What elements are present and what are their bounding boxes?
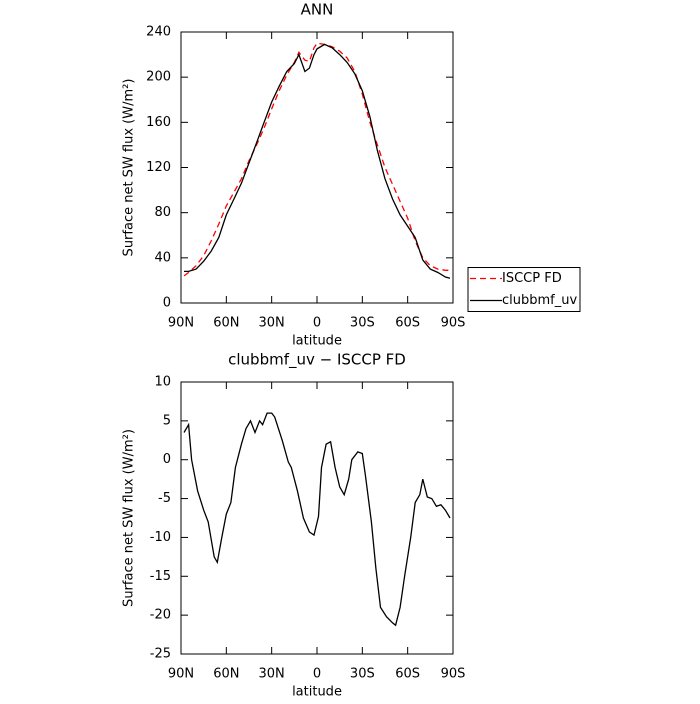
data-line <box>183 412 451 627</box>
y-tick-label: 160 <box>146 115 171 130</box>
y-tick-label: -20 <box>150 608 171 623</box>
x-tick-label: 30N <box>259 667 285 682</box>
y-tick-label: 10 <box>154 375 171 390</box>
x-tick-label: 30N <box>259 316 285 331</box>
plot-frame <box>180 381 454 655</box>
x-axis-label: latitude <box>292 685 342 700</box>
x-tick-label: 60N <box>213 667 239 682</box>
x-tick-label: 90S <box>441 667 466 682</box>
x-axis-label: latitude <box>292 334 342 349</box>
x-tick-label: 90N <box>168 316 194 331</box>
y-tick-label: -5 <box>158 491 171 506</box>
y-tick-label: 120 <box>146 160 171 175</box>
y-tick-label: 40 <box>154 250 171 265</box>
y-axis-label: Surface net SW flux (W/m²) <box>122 429 137 607</box>
legend-box <box>467 267 581 312</box>
y-tick-label: 200 <box>146 70 171 85</box>
x-tick-label: 90S <box>441 316 466 331</box>
x-tick-label: 60N <box>213 316 239 331</box>
data-line <box>183 42 450 277</box>
x-tick-label: 0 <box>313 316 321 331</box>
chart-title: clubbmf_uv − ISCCP FD <box>228 351 406 370</box>
x-tick-label: 60S <box>395 316 420 331</box>
y-tick-label: 0 <box>163 296 171 311</box>
legend-label: ISCCP FD <box>502 271 562 286</box>
x-tick-label: 90N <box>168 667 194 682</box>
plot-frame <box>180 31 454 304</box>
legend-label: clubbmf_uv <box>502 293 577 308</box>
y-tick-label: -10 <box>150 530 171 545</box>
x-tick-label: 0 <box>313 667 321 682</box>
y-tick-label: 240 <box>146 25 171 40</box>
y-tick-label: 5 <box>163 413 171 428</box>
x-tick-label: 30S <box>350 667 375 682</box>
y-tick-label: -25 <box>150 647 171 662</box>
x-tick-label: 60S <box>395 667 420 682</box>
data-line <box>184 43 451 279</box>
chart-title: ANN <box>301 1 334 19</box>
y-tick-label: 80 <box>154 205 171 220</box>
y-tick-label: 0 <box>163 452 171 467</box>
x-tick-label: 30S <box>350 316 375 331</box>
y-axis-label: Surface net SW flux (W/m²) <box>122 79 137 257</box>
y-tick-label: -15 <box>150 569 171 584</box>
